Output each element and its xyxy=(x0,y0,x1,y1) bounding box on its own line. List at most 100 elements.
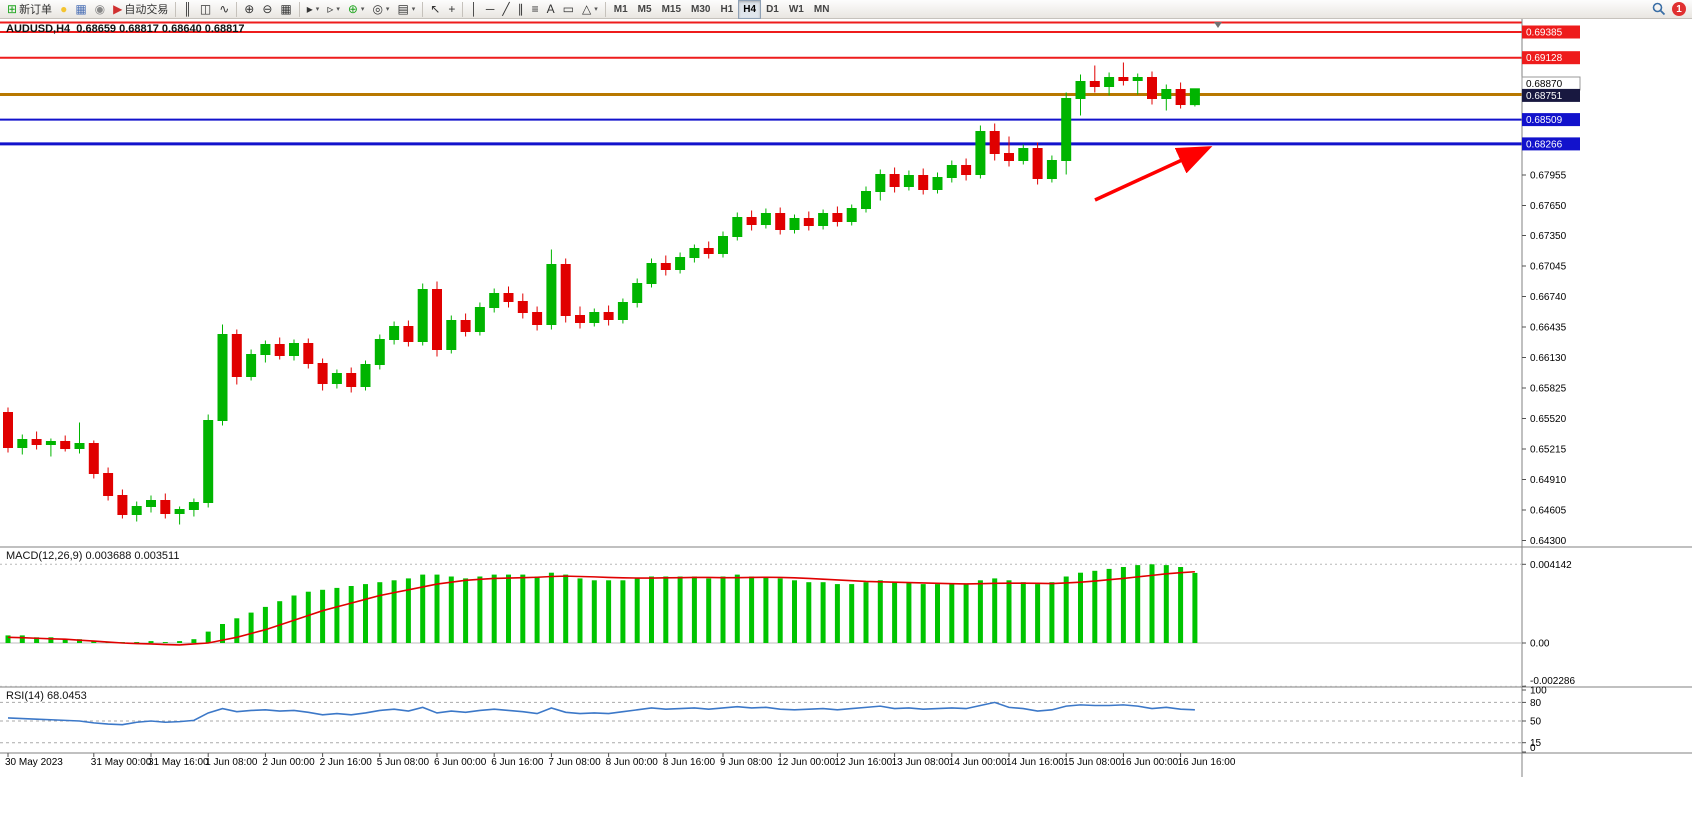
price-tag xyxy=(1522,25,1580,39)
macd-histogram-bar xyxy=(591,580,597,643)
arrows-button[interactable]: △ ▾ xyxy=(578,0,602,19)
time-axis-label: 16 Jun 16:00 xyxy=(1178,757,1236,768)
price-tag xyxy=(1522,88,1580,102)
macd-histogram-bar xyxy=(162,642,168,644)
price-axis-label: 0.65215 xyxy=(1530,445,1567,456)
timeframe-m30-button[interactable]: M30 xyxy=(691,3,711,15)
new-order-button[interactable]: ⊞ 新订单 xyxy=(3,0,56,19)
macd-histogram-bar xyxy=(48,637,54,643)
time-axis-label: 8 Jun 00:00 xyxy=(606,757,659,768)
macd-histogram-bar xyxy=(1120,567,1126,643)
zoom-in-button[interactable]: ⊕ xyxy=(240,0,258,19)
macd-histogram-bar xyxy=(534,576,540,643)
candle xyxy=(775,207,786,235)
price-axis-label: 0.65520 xyxy=(1530,414,1567,425)
timeframe-h4-button[interactable]: H4 xyxy=(738,0,762,19)
channel-button[interactable]: ∥ xyxy=(514,0,528,19)
caret-down-icon: ▾ xyxy=(360,6,365,13)
macd-histogram-bar xyxy=(19,635,25,643)
notification-badge[interactable]: 1 xyxy=(1672,2,1686,16)
autotrading-button[interactable]: ▶ 自动交易 xyxy=(109,0,172,19)
macd-histogram-bar xyxy=(1020,582,1026,643)
candle xyxy=(303,338,314,369)
search-icon[interactable] xyxy=(1652,2,1666,16)
macd-histogram-bar xyxy=(434,574,440,643)
market-watch-icon: ▦ xyxy=(75,2,87,16)
crosshair-button[interactable]: + xyxy=(444,0,459,19)
candle xyxy=(1175,82,1186,109)
candle xyxy=(260,340,271,363)
trendline-button[interactable]: ╱ xyxy=(498,0,513,19)
price-axis-label: 0.67955 xyxy=(1530,171,1567,182)
candle xyxy=(389,321,400,345)
time-axis-label: 6 Jun 00:00 xyxy=(434,757,487,768)
chart-area[interactable]: 0.67955 0.67650 0.67350 0.67045 0.66740 0.664… xyxy=(0,19,1692,839)
candle xyxy=(603,305,614,326)
chart-shift-button[interactable]: ▹ ▾ xyxy=(323,0,344,19)
macd-histogram-bar xyxy=(935,584,940,643)
macd-histogram-bar xyxy=(420,574,426,643)
toolbar: ⊞ 新订单 ● ▦ ◉ ▶ 自动交易 ║ ◫ ∿ ⊕ ⊖ ▦ ▸ ▾ ▹ ▾ ⊕ ▾ ◎ ▾ ▤ ▾ ↖ + │ ─ ╱ ∥ ≡ A ▭ △ ▾ M… xyxy=(0,0,1692,19)
auto-scroll-button[interactable]: ▸ ▾ xyxy=(303,0,324,19)
timeframe-mn-button[interactable]: MN xyxy=(813,3,830,15)
price-tag xyxy=(1522,137,1580,151)
templates-button[interactable]: ▤ ▾ xyxy=(393,0,419,19)
candlestick-chart-button[interactable]: ◫ xyxy=(196,0,215,19)
macd-histogram-bar xyxy=(777,578,783,643)
mql5-button[interactable]: ● xyxy=(56,0,71,19)
timeframe-m15-button[interactable]: M15 xyxy=(661,3,682,15)
periods-button[interactable]: ◎ ▾ xyxy=(368,0,393,19)
toolbar-separator xyxy=(462,1,464,17)
candle xyxy=(818,209,829,230)
text-label-button[interactable]: ▭ xyxy=(559,0,578,19)
macd-histogram-bar xyxy=(1006,580,1012,643)
macd-histogram-bar xyxy=(820,582,826,643)
bar-chart-icon: ║ xyxy=(183,2,192,16)
bar-chart-button[interactable]: ║ xyxy=(179,0,196,19)
candle xyxy=(188,498,199,517)
price-tag xyxy=(1522,51,1580,65)
time-axis-label: 6 Jun 16:00 xyxy=(491,757,544,768)
candle xyxy=(117,489,128,519)
candle xyxy=(903,170,914,191)
macd-histogram-bar xyxy=(477,576,483,643)
caret-down-icon: ▾ xyxy=(411,6,416,13)
chart-background[interactable] xyxy=(0,19,1692,839)
timeframe-m5-button[interactable]: M5 xyxy=(637,3,652,15)
tile-windows-button[interactable]: ▦ xyxy=(276,0,295,19)
time-axis-label: 15 Jun 08:00 xyxy=(1063,757,1121,768)
market-watch-button[interactable]: ▦ xyxy=(71,0,90,19)
macd-histogram-bar xyxy=(363,584,368,643)
candle xyxy=(1089,65,1100,93)
macd-histogram-bar xyxy=(792,580,797,643)
chart-shift-icon: ▹ xyxy=(327,2,334,16)
candle xyxy=(1004,136,1014,167)
macd-axis-label: 0.00 xyxy=(1530,639,1550,650)
macd-histogram-bar xyxy=(834,584,840,643)
data-window-button[interactable]: ◉ xyxy=(91,0,109,19)
candle xyxy=(946,160,957,183)
rsi-axis-label: 15 xyxy=(1530,738,1542,749)
line-chart-button[interactable]: ∿ xyxy=(215,0,233,19)
text-button[interactable]: A xyxy=(543,0,559,19)
horizontal-line-icon: ─ xyxy=(485,2,495,16)
horizontal-line-button[interactable]: ─ xyxy=(482,0,499,19)
fibonacci-button[interactable]: ≡ xyxy=(528,0,543,19)
macd-histogram-bar xyxy=(34,637,40,643)
indicators-button[interactable]: ⊕ ▾ xyxy=(344,0,369,19)
zoom-out-button[interactable]: ⊖ xyxy=(258,0,276,19)
trend-arrow-object[interactable] xyxy=(1094,146,1213,202)
templates-icon: ▤ xyxy=(397,2,409,16)
timeframe-h1-button[interactable]: H1 xyxy=(720,3,734,15)
macd-histogram-bar xyxy=(248,612,254,643)
toolbar-separator xyxy=(298,1,300,17)
timeframe-d1-button[interactable]: D1 xyxy=(766,3,779,15)
vertical-line-button[interactable]: │ xyxy=(466,0,482,19)
macd-histogram-bar xyxy=(277,601,283,643)
timeframe-m1-button[interactable]: M1 xyxy=(613,3,628,15)
candle xyxy=(732,212,743,241)
timeframe-w1-button[interactable]: W1 xyxy=(788,3,804,15)
zoom-out-icon: ⊖ xyxy=(262,2,273,16)
cursor-button[interactable]: ↖ xyxy=(426,0,444,19)
candle xyxy=(1189,88,1200,107)
